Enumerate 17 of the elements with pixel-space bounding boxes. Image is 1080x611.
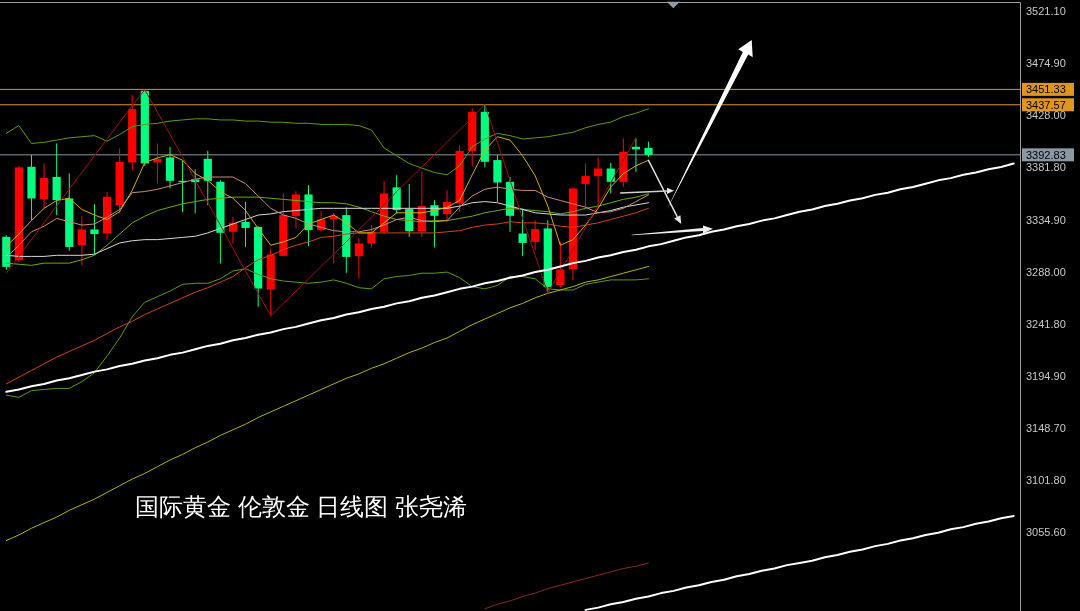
y-tick-label: 3241.80 xyxy=(1026,317,1066,330)
ref-line-label: 3437.57 xyxy=(1026,98,1066,111)
ref-line-label: 3451.33 xyxy=(1026,83,1066,96)
ref-label: 3392.83 xyxy=(1022,148,1074,162)
y-tick-label: 3288.00 xyxy=(1026,266,1066,279)
ref-line-label: 3392.83 xyxy=(1026,148,1066,161)
y-tick-label: 3521.10 xyxy=(1026,5,1066,18)
y-tick-label: 3148.70 xyxy=(1026,421,1066,434)
y-tick-label: 3194.90 xyxy=(1026,370,1066,383)
y-tick-label: 3334.90 xyxy=(1026,213,1066,226)
title: 国际黄金 伦敦金 日线图 张尧浠 xyxy=(135,493,467,520)
y-tick-label: 3474.90 xyxy=(1026,57,1066,70)
y-tick-label: 3428.00 xyxy=(1026,109,1066,122)
ref-label: 3437.57 xyxy=(1022,98,1074,112)
y-tick-label: 3381.80 xyxy=(1026,161,1066,174)
y-tick-label: 3055.60 xyxy=(1026,526,1066,539)
y-tick-label: 3101.80 xyxy=(1026,474,1066,487)
